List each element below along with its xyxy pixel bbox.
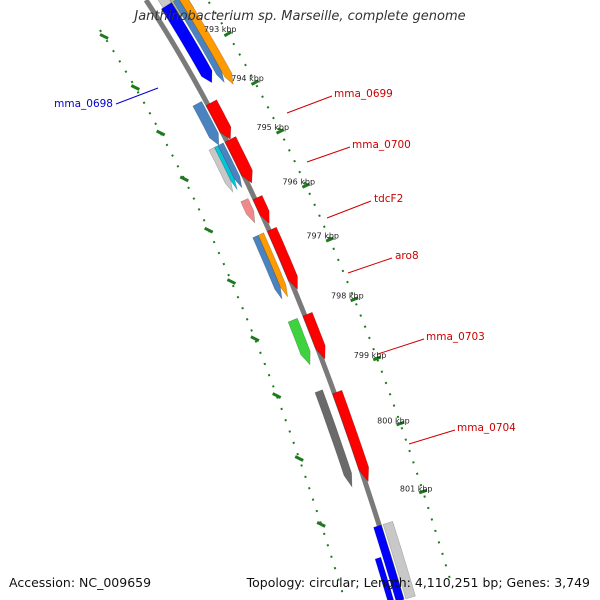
gene-label[interactable]: aro8 [395, 250, 419, 262]
gene-label[interactable]: mma_0704 [457, 422, 516, 434]
tick-label: 796 kbp [282, 177, 315, 186]
green-feature [287, 317, 311, 366]
map-title: Janthinobacterium sp. Marseille, complet… [134, 9, 466, 24]
tick-mark [275, 128, 285, 135]
callout-line [326, 200, 372, 219]
cds-feature [266, 226, 298, 291]
tick-label: 793 kbp [204, 25, 237, 34]
cds-feature [205, 99, 232, 140]
tick-mark [130, 84, 141, 91]
tick-mark [325, 236, 335, 243]
callout-line [347, 257, 393, 274]
tick-mark [301, 182, 311, 189]
gene-label[interactable]: mma_0703 [426, 331, 485, 343]
feature-layer [157, 0, 416, 600]
gray-feature [208, 146, 234, 194]
tick-mark [350, 296, 359, 303]
callout-line [286, 95, 333, 114]
cds-feature [224, 136, 253, 184]
accession-label: Accession: NC_009659 [9, 575, 152, 590]
tick-mark [250, 79, 260, 86]
callout-line [408, 429, 456, 445]
gene-label[interactable]: mma_0699 [334, 88, 393, 100]
tick-mark [316, 521, 326, 528]
gene-label[interactable]: tdcF2 [374, 193, 403, 205]
gene-label[interactable]: mma_0698 [54, 98, 113, 110]
blue-feature [252, 234, 283, 300]
cds-feature [302, 311, 326, 360]
genome-stats: Topology: circular; Length: 4,110,251 bp… [246, 575, 590, 590]
tick-mark [250, 335, 260, 343]
tick-mark [99, 33, 109, 40]
cds-feature [332, 389, 370, 483]
tick-label: 799 kbp [354, 351, 387, 360]
callout-line [306, 146, 351, 163]
tick-mark [418, 488, 428, 495]
cds-forward [374, 556, 394, 600]
gray-feature [382, 521, 416, 600]
callout-line [377, 338, 425, 355]
tick-mark [179, 175, 189, 183]
tick-mark [156, 129, 166, 137]
tick-label: 798 kbp [331, 292, 364, 301]
blue-feature [172, 0, 225, 84]
tick-mark [272, 392, 282, 399]
gene-label[interactable]: mma_0700 [352, 139, 411, 151]
cds-feature [252, 195, 270, 225]
cds-forward [160, 2, 213, 84]
tick-label: 800 kbp [377, 416, 410, 425]
tick-label: 801 kbp [400, 484, 433, 493]
tick-mark [294, 455, 304, 462]
tick-mark [204, 226, 214, 234]
gene-callouts: mma_0698 mma_0699 mma_0700 tdcF2 aro8 mma_070… [54, 87, 516, 445]
tick-label: 795 kbp [256, 123, 289, 132]
tick-mark [372, 355, 382, 362]
tick-mark [223, 30, 233, 38]
orange-feature [257, 232, 288, 298]
tick-mark [226, 278, 237, 285]
tick-mark [396, 420, 405, 427]
blue-feature [192, 100, 220, 146]
tick-label: 794 kbp [231, 74, 264, 83]
tick-label: 797 kbp [306, 232, 339, 241]
cds-forward [373, 524, 405, 600]
callout-line [115, 87, 159, 105]
pink-feature [240, 198, 256, 224]
inner-tick-ring [206, 0, 453, 586]
dark-gray-feature [314, 389, 353, 488]
